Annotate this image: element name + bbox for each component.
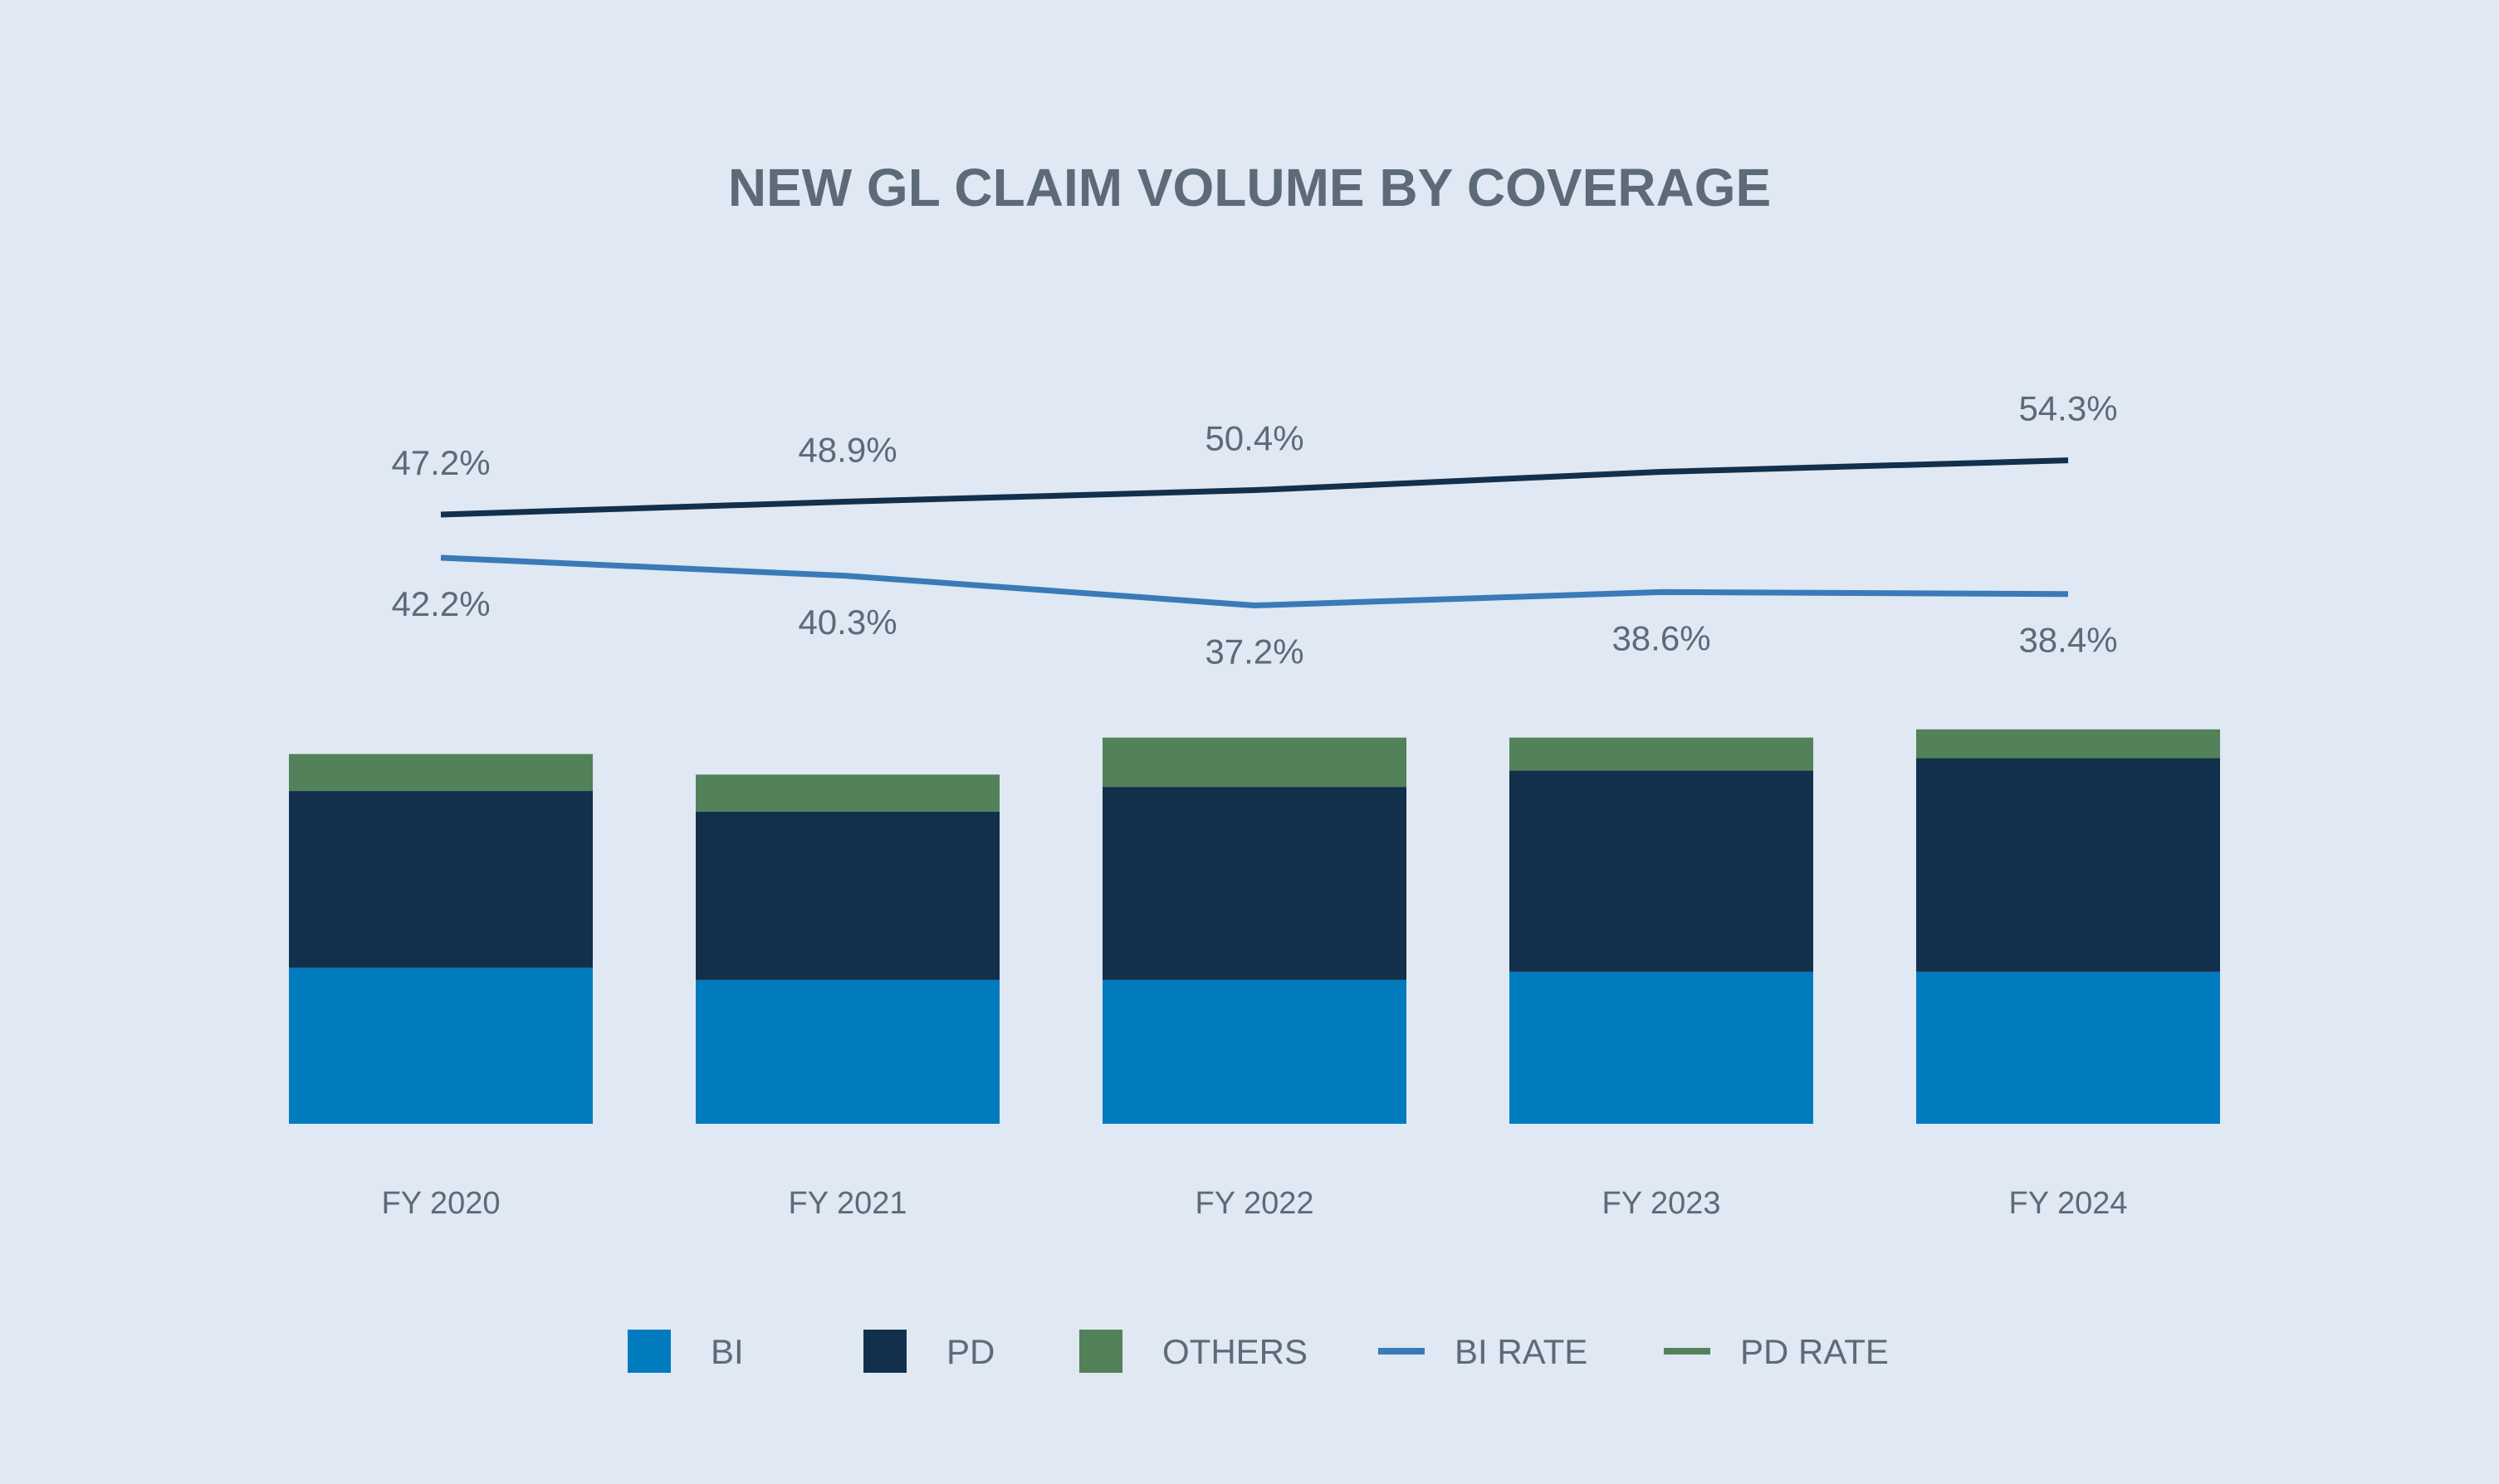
bar-others-4 [1916,729,2220,759]
chart-title: NEW GL CLAIM VOLUME BY COVERAGE [728,158,1771,217]
legend-swatch [1378,1348,1425,1355]
legend-label: BI [711,1332,744,1371]
x-tick-label: FY 2024 [2009,1186,2128,1221]
x-tick-label: FY 2021 [789,1186,907,1221]
bar-pd-4 [1916,758,2220,972]
x-axis-ticks: FY 2020 FY 2021 FY 2022 FY 2023 FY 2024 [382,1186,2128,1221]
data-label-bi-rate-1: 40.3% [798,603,897,642]
legend-item-pd: PD [863,1330,995,1373]
legend-label: BI RATE [1455,1332,1587,1371]
data-label-pd-rate-0: 47.2% [391,443,490,482]
legend-item-pd-rate: PD RATE [1664,1332,1889,1371]
bar-pd-1 [696,811,1000,980]
legend-item-others: OTHERS [1079,1330,1308,1373]
legend-swatch [863,1330,907,1373]
bar-others-3 [1509,737,1813,771]
bar-pd-0 [289,791,593,968]
data-label-bi-rate-0: 42.2% [391,584,490,623]
bar-pd-3 [1509,770,1813,972]
bar-bi-1 [696,979,1000,1124]
x-tick-label: FY 2020 [382,1186,501,1221]
bar-others-0 [289,754,593,792]
bar-bi-2 [1103,979,1406,1124]
data-label-pd-rate-2: 50.4% [1205,419,1303,458]
legend-label: PD [946,1332,995,1371]
lines-layer [440,457,2069,609]
bar-bi-4 [1916,971,2220,1124]
bars-layer [289,729,2220,1124]
legend-item-bi-rate: BI RATE [1378,1332,1587,1371]
data-label-pd-rate-1: 48.9% [798,430,897,469]
data-label-bi-rate-3: 38.6% [1611,618,1710,657]
legend: BI PD OTHERS BI RATE PD RATE [628,1330,1889,1373]
line-pd-rate [440,457,2069,518]
x-tick-label: FY 2023 [1602,1186,1721,1221]
bar-others-1 [696,774,1000,812]
bar-others-2 [1103,737,1406,788]
data-label-bi-rate-2: 37.2% [1205,632,1303,671]
x-tick-label: FY 2022 [1196,1186,1314,1221]
labels-layer: 47.2% 48.9% 50.4% 54.3% 42.2% 40.3% 37.2% 38.6%… [391,389,2117,671]
legend-label: PD RATE [1740,1332,1889,1371]
legend-label: OTHERS [1162,1332,1308,1371]
legend-swatch [1664,1348,1710,1355]
legend-swatch [628,1330,671,1373]
legend-item-bi: BI [628,1330,744,1373]
data-label-bi-rate-4: 38.4% [2018,621,2117,660]
bar-bi-0 [289,967,593,1124]
legend-swatch [1079,1330,1122,1373]
bar-pd-2 [1103,787,1406,980]
bar-bi-3 [1509,971,1813,1124]
line-bi-rate [440,554,2069,609]
data-label-pd-rate-4: 54.3% [2018,389,2117,428]
